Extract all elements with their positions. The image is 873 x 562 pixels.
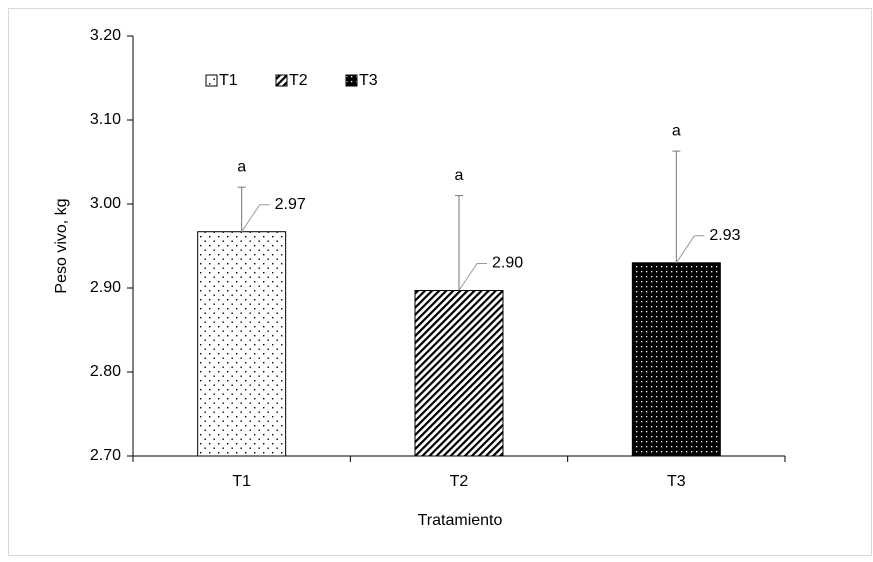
label-leader [458, 263, 487, 291]
label-leader [241, 204, 270, 232]
value-label: 2.90 [492, 255, 523, 272]
bar [414, 290, 504, 457]
x-tick-label: T2 [450, 473, 469, 490]
x-tick-label: T1 [232, 473, 251, 490]
legend-swatch [205, 74, 218, 87]
significance-label: a [237, 158, 246, 175]
legend-swatch [345, 74, 358, 87]
legend-label: T3 [359, 72, 378, 89]
frame [8, 8, 872, 556]
y-tick-label: 2.90 [90, 279, 121, 296]
y-tick-label: 3.20 [90, 27, 121, 44]
label-leader [675, 235, 705, 264]
y-tick-label: 3.00 [90, 195, 121, 212]
y-tick-label: 2.80 [90, 363, 121, 380]
significance-label: a [455, 167, 464, 184]
value-label: 2.93 [709, 227, 740, 244]
bar [197, 231, 287, 457]
legend-label: T1 [219, 72, 238, 89]
legend-swatch [275, 74, 288, 87]
bar [631, 262, 721, 457]
significance-label: a [672, 122, 681, 139]
y-axis-label: Peso vivo, kg [53, 198, 70, 293]
y-tick-label: 3.10 [90, 111, 121, 128]
legend-label: T2 [289, 72, 308, 89]
x-tick-label: T3 [667, 473, 686, 490]
x-axis-label: Tratamiento [418, 512, 503, 529]
y-tick-label: 2.70 [90, 447, 121, 464]
value-label: 2.97 [275, 196, 306, 213]
